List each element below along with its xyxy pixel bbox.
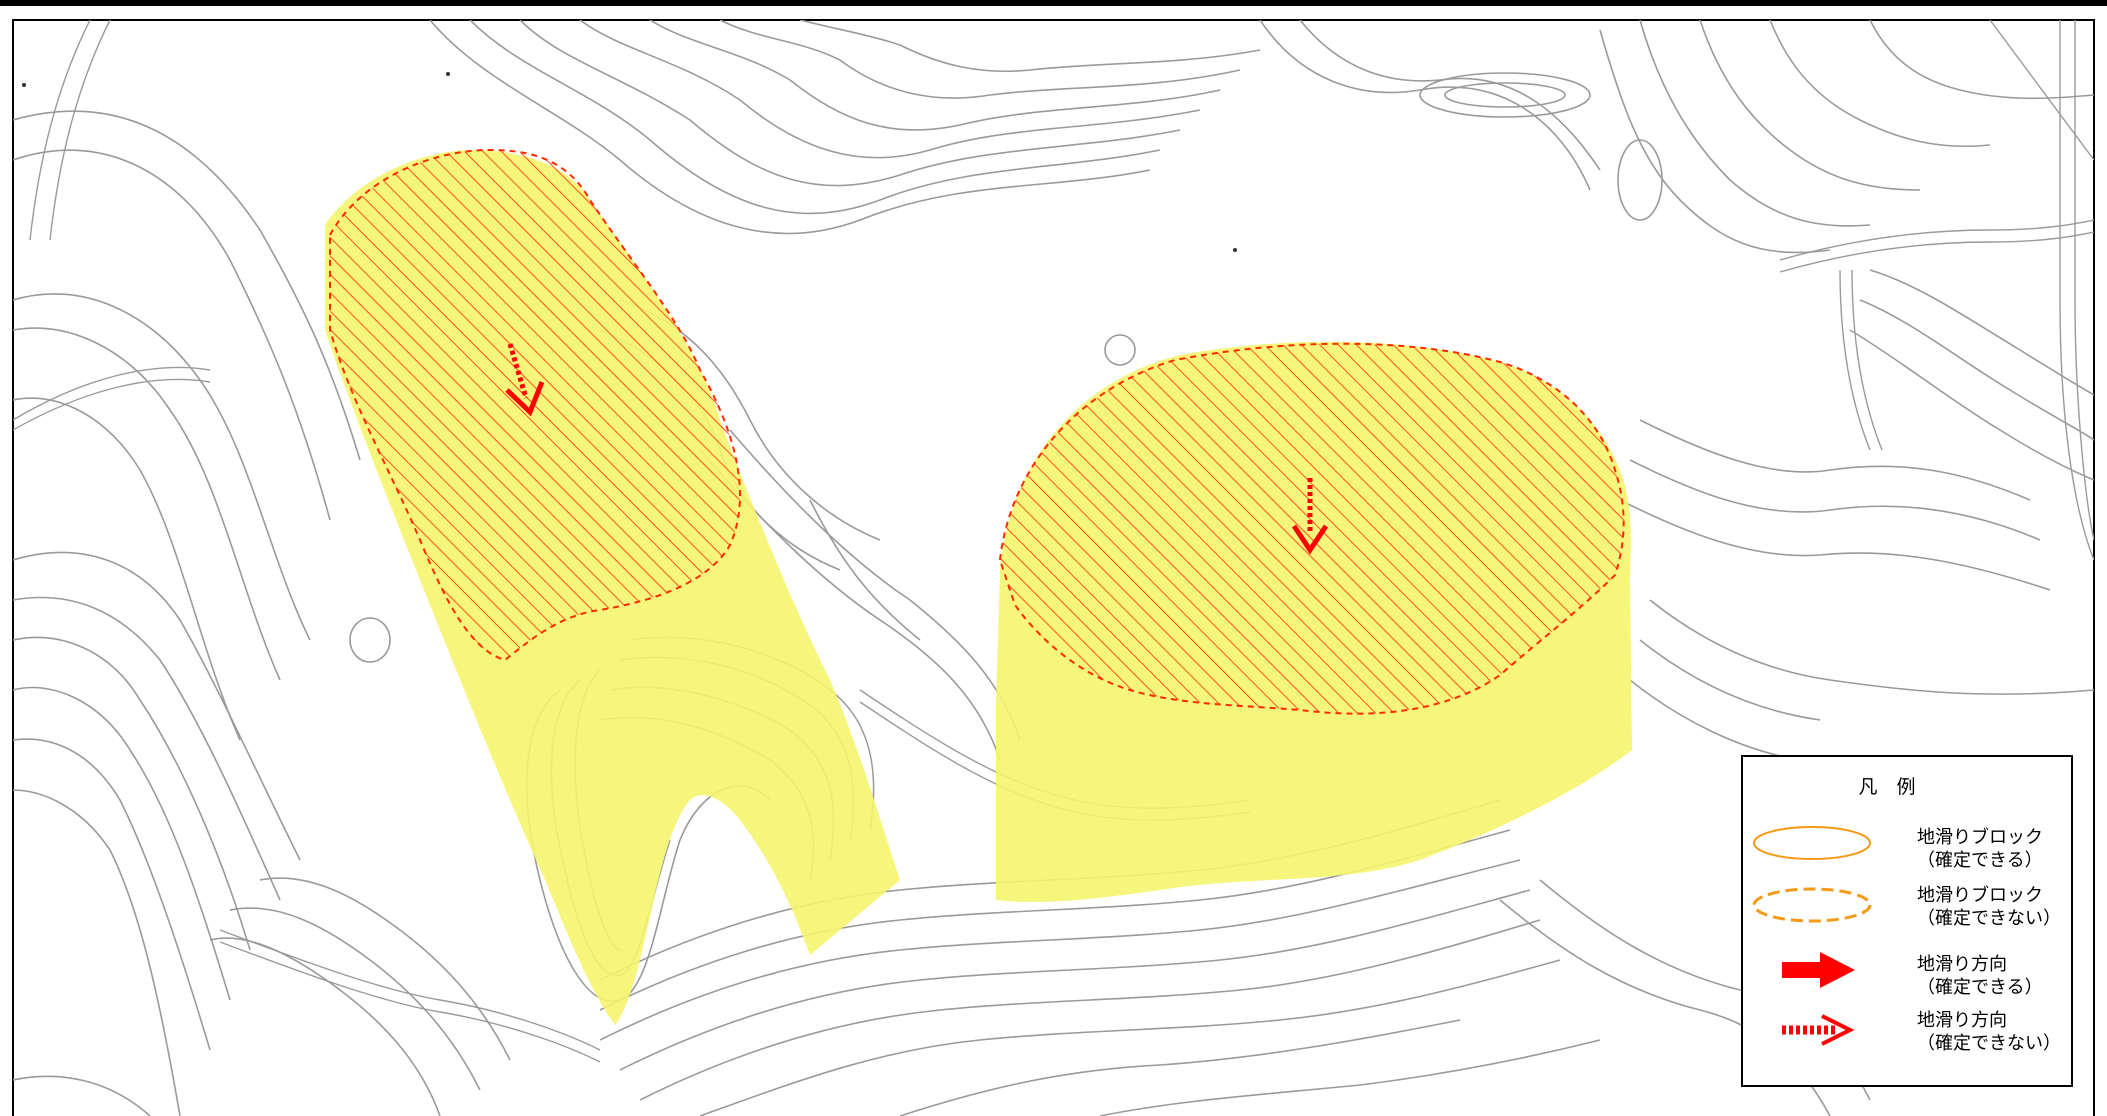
legend-item-label: 地滑り方向 <box>1917 954 2007 975</box>
legend-item-sublabel: （確定できる） <box>1917 977 2043 998</box>
legend-item-sublabel: （確定できない） <box>1917 908 2061 929</box>
dashed-ellipse-icon <box>1752 887 1872 923</box>
solid-ellipse-icon <box>1753 826 1871 860</box>
map-point <box>22 83 26 87</box>
legend-item-label: 地滑り方向 <box>1917 1010 2007 1031</box>
legend-item-label: 地滑りブロック <box>1917 826 2043 848</box>
map-point <box>446 72 450 76</box>
legend-item-sublabel: （確定できる） <box>1917 850 2043 871</box>
dashed-arrow-icon <box>1782 1014 1855 1046</box>
legend-title: 凡 例 <box>1858 776 1915 798</box>
legend-item-sublabel: （確定できない） <box>1917 1033 2061 1054</box>
legend-item-label: 地滑りブロック <box>1917 884 2043 906</box>
top-border-band <box>0 0 2107 6</box>
direction-arrow-right <box>1291 478 1329 555</box>
legend: 凡 例 地滑りブロック （確定できる） 地滑りブロック （確定できない） 地滑り… <box>1741 755 2073 1087</box>
map-point <box>1233 248 1237 252</box>
solid-arrow-icon <box>1782 952 1855 988</box>
direction-arrow-left <box>505 343 545 417</box>
